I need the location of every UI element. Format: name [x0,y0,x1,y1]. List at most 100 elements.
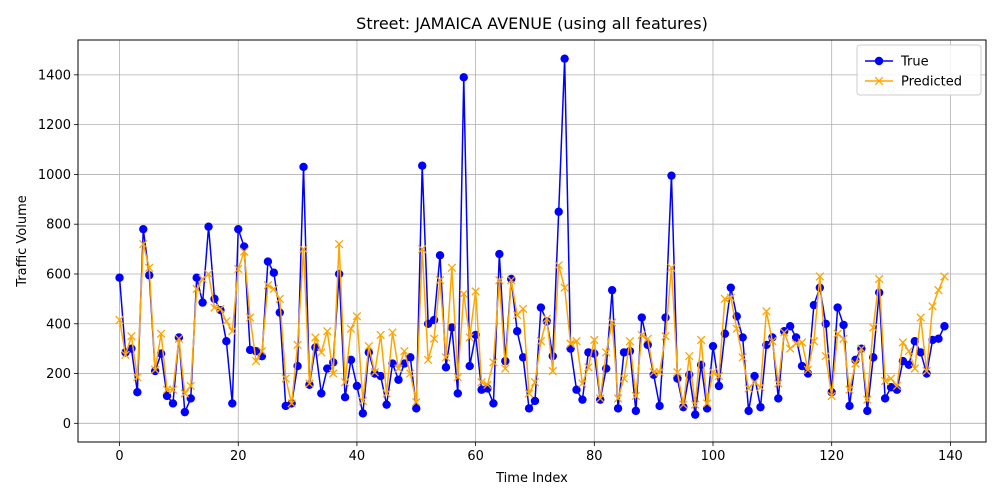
data-point-predicted [833,329,842,338]
data-point-predicted [483,380,492,390]
data-point-predicted [429,334,439,343]
data-point-predicted [192,284,201,294]
x-axis-label: Time Index [495,471,568,486]
data-point-predicted [584,363,593,372]
data-point-predicted [180,389,190,398]
data-point-predicted [916,313,925,322]
data-point-predicted [471,287,480,296]
data-point-predicted [595,394,605,403]
data-point-predicted [174,334,184,343]
data-point-true [536,303,546,312]
data-point-predicted [423,355,433,365]
data-point-predicted [904,346,914,356]
data-point-predicted [417,244,427,254]
data-point-true [714,381,724,391]
data-point-true [726,283,736,292]
data-point-predicted [406,369,415,378]
data-point-predicted [489,358,498,367]
x-tick-label: 40 [349,449,366,464]
data-point-true [435,251,445,260]
data-point-true [809,300,819,310]
chart-title: Street: JAMAICA AVENUE (using all featur… [356,14,708,33]
data-point-true [352,381,362,391]
data-point-true [358,409,368,418]
data-point-predicted [465,333,474,342]
data-point-predicted [477,378,486,387]
data-point-true [934,334,943,343]
x-tick-label: 60 [467,449,484,464]
legend-label-true: True [900,55,929,70]
data-point-true [607,285,617,295]
data-point-predicted [774,379,783,388]
data-point-predicted [803,365,813,375]
data-point-predicted [376,330,385,340]
data-point-true [489,399,498,408]
data-point-true [168,399,178,408]
data-point-true [115,273,124,282]
data-point-predicted [269,284,279,294]
data-point-true [317,389,326,398]
data-point-true [785,322,795,331]
data-point-true [269,268,279,277]
data-point-predicted [845,385,854,394]
data-point-predicted [548,366,558,376]
y-axis-ticks: 0 200 400 600 800 1000 1200 1400 [38,68,78,432]
data-point-predicted [257,346,267,356]
data-point-predicted [554,261,563,270]
data-point-predicted [506,275,516,285]
data-point-predicted [435,275,445,285]
data-point-true [631,406,641,416]
y-axis-label: Traffic Volume [15,195,30,288]
data-point-true [453,389,463,398]
data-point-true [234,224,243,234]
data-point-predicted [133,373,142,382]
data-point-predicted [245,313,255,322]
data-point-predicted [839,334,848,343]
y-tick-label: 1200 [38,118,71,133]
series-line-predicted [118,243,946,406]
data-point-true [637,313,646,322]
data-point-true [186,394,195,403]
data-point-predicted [281,374,290,383]
data-point-true [940,322,949,331]
data-point-predicted [738,353,747,362]
data-point-true [465,361,474,371]
data-point-predicted [815,272,825,281]
data-point-predicted [530,378,540,387]
data-point-predicted [821,351,831,361]
data-point-predicted [394,364,403,373]
data-point-true [447,323,457,332]
data-point-predicted [228,326,237,336]
data-point-predicted [370,368,379,377]
data-point-predicted [685,351,694,361]
x-tick-label: 0 [115,449,123,464]
data-point-predicted [317,348,326,357]
data-point-predicted [453,373,463,382]
data-point-predicted [702,399,712,408]
data-point-predicted [637,330,647,340]
data-point-predicted [441,353,451,362]
data-point-true [679,402,688,412]
data-point-predicted [263,280,273,290]
legend-entries: True Predicted [865,55,962,90]
data-point-true [376,371,385,381]
data-point-true [210,294,219,304]
data-point-predicted [601,348,611,357]
data-point-predicted [233,264,243,274]
data-point-true [880,394,890,403]
data-point-true [524,404,534,413]
data-point-predicted [412,397,421,407]
data-point-predicted [150,365,160,375]
data-point-true [863,406,872,416]
data-point-predicted [857,344,866,353]
data-point-predicted [144,263,154,273]
series-line-true [118,57,946,416]
data-point-predicted [590,335,599,345]
data-point-predicted [121,350,130,360]
data-point-true [204,222,213,231]
y-tick-label: 0 [63,417,71,432]
y-tick-label: 400 [46,317,71,332]
data-point-predicted [655,368,664,377]
data-point-true [459,73,468,82]
data-point-predicted [922,366,931,376]
